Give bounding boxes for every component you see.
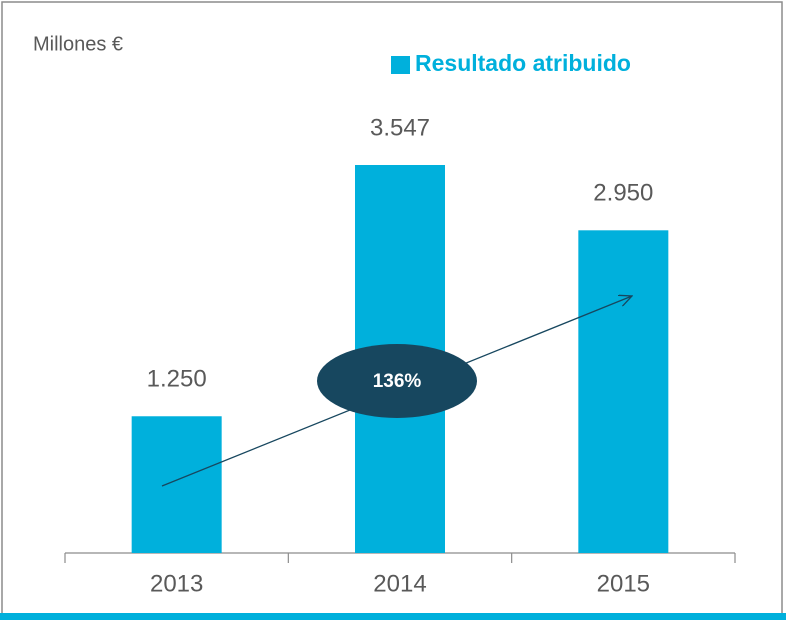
value-label: 2.950: [593, 180, 653, 207]
x-tick-label: 2013: [150, 570, 203, 597]
legend-label: Resultado atribuido: [415, 50, 631, 76]
x-tick-label: 2014: [373, 570, 426, 597]
bar: [578, 230, 669, 554]
x-tick-label: 2015: [597, 570, 650, 597]
unit-label: Millones €: [33, 33, 123, 55]
bar: [131, 416, 222, 553]
growth-label: 136%: [373, 371, 422, 392]
legend-swatch: [391, 56, 410, 74]
bottom-rule: [0, 613, 786, 620]
value-label: 3.547: [370, 114, 430, 141]
value-label: 1.250: [147, 366, 207, 393]
growth-badge: [317, 344, 477, 418]
